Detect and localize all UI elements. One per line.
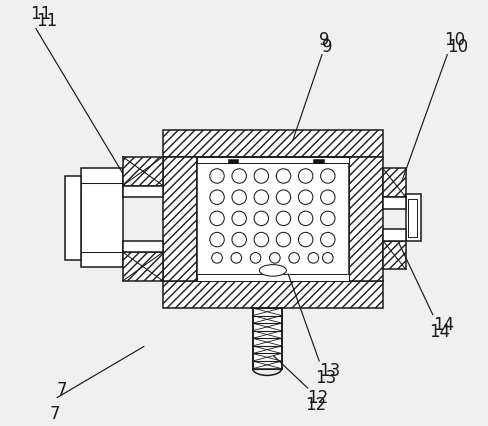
Bar <box>81 169 122 267</box>
Bar <box>314 160 324 164</box>
Circle shape <box>232 190 246 205</box>
Text: 13: 13 <box>319 361 341 379</box>
Bar <box>163 157 197 281</box>
Circle shape <box>210 233 224 247</box>
Bar <box>383 241 406 270</box>
Text: 14: 14 <box>429 322 450 341</box>
Circle shape <box>254 190 268 205</box>
Bar <box>383 230 406 241</box>
Circle shape <box>321 170 335 184</box>
Bar <box>163 130 383 157</box>
Text: 11: 11 <box>36 12 57 29</box>
Bar <box>122 157 163 186</box>
Bar <box>197 157 349 281</box>
Circle shape <box>210 170 224 184</box>
Text: 9: 9 <box>319 31 329 49</box>
Circle shape <box>231 253 242 264</box>
Bar <box>122 241 163 253</box>
Circle shape <box>232 170 246 184</box>
Circle shape <box>323 253 333 264</box>
Circle shape <box>212 253 223 264</box>
Bar <box>406 195 421 242</box>
Circle shape <box>254 170 268 184</box>
Text: 11: 11 <box>30 5 51 23</box>
Circle shape <box>250 253 261 264</box>
Circle shape <box>276 190 291 205</box>
Circle shape <box>210 190 224 205</box>
Text: 7: 7 <box>49 404 60 422</box>
Text: 10: 10 <box>445 31 466 49</box>
Text: 9: 9 <box>322 37 332 55</box>
Bar <box>122 186 163 198</box>
Circle shape <box>299 233 313 247</box>
Circle shape <box>232 233 246 247</box>
Circle shape <box>269 253 280 264</box>
Circle shape <box>321 233 335 247</box>
Circle shape <box>308 253 319 264</box>
Text: 10: 10 <box>447 37 468 55</box>
Bar <box>408 200 417 237</box>
Bar <box>349 157 383 281</box>
Bar <box>122 253 163 281</box>
Circle shape <box>276 212 291 226</box>
Bar <box>253 308 282 369</box>
Circle shape <box>289 253 300 264</box>
Circle shape <box>254 233 268 247</box>
Text: 12: 12 <box>305 395 326 413</box>
Circle shape <box>299 212 313 226</box>
Circle shape <box>232 212 246 226</box>
Bar <box>163 281 383 308</box>
Bar <box>383 198 406 209</box>
Bar <box>65 177 81 260</box>
Bar <box>228 160 238 164</box>
Circle shape <box>321 212 335 226</box>
Text: 7: 7 <box>57 380 68 397</box>
Circle shape <box>321 190 335 205</box>
Text: 13: 13 <box>315 368 337 386</box>
Text: 12: 12 <box>307 388 329 406</box>
Ellipse shape <box>260 265 286 276</box>
Circle shape <box>299 190 313 205</box>
Bar <box>197 157 349 164</box>
Text: 14: 14 <box>433 315 454 333</box>
Circle shape <box>210 212 224 226</box>
Circle shape <box>299 170 313 184</box>
Circle shape <box>276 170 291 184</box>
Circle shape <box>276 233 291 247</box>
Circle shape <box>254 212 268 226</box>
Bar <box>383 169 406 198</box>
Bar <box>197 275 349 281</box>
